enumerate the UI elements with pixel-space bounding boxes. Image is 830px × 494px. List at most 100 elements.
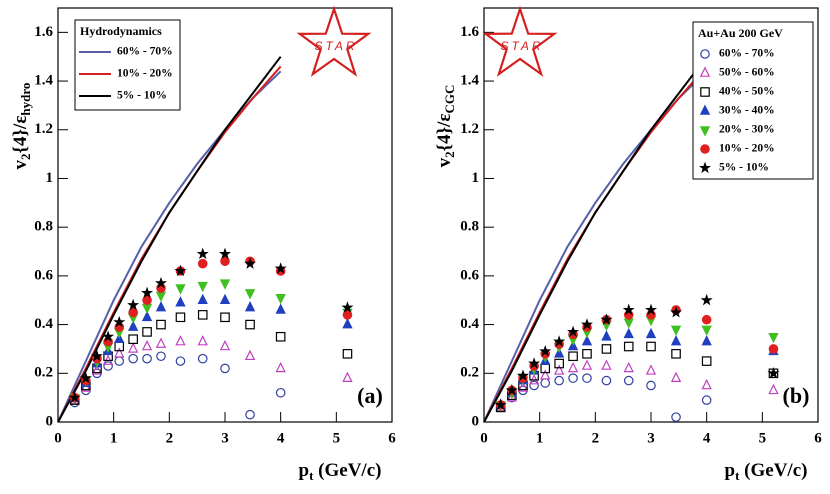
y-tick-label: 1.6	[34, 24, 53, 40]
marker	[218, 247, 232, 260]
legend-label: 20% - 30%	[719, 124, 775, 136]
marker	[701, 395, 712, 405]
y-tick-label: 0.8	[34, 219, 53, 235]
marker	[701, 378, 712, 390]
marker	[197, 281, 208, 293]
marker	[528, 357, 541, 369]
legend-swatch	[698, 161, 712, 174]
x-tick-label: 1	[110, 430, 118, 446]
marker	[79, 371, 92, 384]
marker	[554, 375, 564, 386]
legend-label: 40% - 50%	[719, 86, 775, 98]
marker	[127, 342, 139, 353]
marker	[342, 318, 353, 329]
marker	[155, 337, 167, 348]
marker	[622, 303, 635, 316]
marker	[506, 391, 518, 402]
panel-label: (a)	[357, 383, 383, 408]
model-curve	[483, 70, 708, 423]
marker	[91, 364, 103, 375]
marker	[342, 310, 353, 320]
model-curve	[483, 56, 708, 423]
y-axis-label-part: {4}/ε	[434, 114, 455, 152]
legend-title: Au+Au 200 GeV	[698, 26, 783, 40]
marker	[175, 312, 186, 323]
marker	[539, 345, 552, 357]
marker	[141, 303, 153, 315]
y-axis-label-part: hydro	[18, 83, 33, 116]
model-curve	[483, 65, 708, 423]
x-tick-label: 4	[703, 430, 711, 446]
y-axis-label-part: 2	[18, 153, 33, 160]
legend-swatch	[699, 104, 711, 115]
marker	[220, 363, 230, 374]
x-tick-label: 0	[54, 430, 62, 446]
marker	[244, 349, 256, 361]
x-axis-label-part: t	[735, 468, 740, 483]
y-tick-label: 0.2	[460, 365, 479, 381]
marker	[275, 331, 286, 342]
marker	[540, 369, 551, 380]
marker	[701, 314, 712, 325]
legend-swatch	[700, 144, 710, 154]
y-axis-label-part: v	[434, 157, 455, 167]
marker	[582, 349, 592, 359]
legend-swatch	[699, 126, 711, 137]
marker	[197, 258, 208, 269]
marker	[102, 330, 115, 342]
marker	[601, 375, 612, 386]
panel: 0 1 2 3 4 5 600.20.40.60.811.21.41.6v2{4}/εCGC…	[434, 5, 822, 483]
y-axis-label-part: 2	[442, 151, 457, 158]
legend-label: 5% - 10%	[719, 162, 769, 174]
marker	[103, 361, 113, 371]
marker	[274, 262, 287, 274]
marker	[113, 315, 126, 328]
x-tick-label: 1	[536, 430, 544, 446]
legend-label: 60% - 70%	[719, 48, 775, 60]
marker	[245, 319, 255, 330]
x-tick-label: 5	[333, 430, 341, 446]
x-axis-label-part: t	[309, 468, 314, 483]
marker	[568, 351, 578, 362]
legend-label: 60% - 70%	[117, 46, 173, 58]
x-tick-label: 4	[277, 430, 285, 446]
marker	[197, 310, 208, 320]
marker	[670, 306, 683, 318]
marker	[219, 279, 231, 290]
marker	[646, 380, 656, 391]
marker	[701, 356, 712, 366]
x-tick-label: 0	[480, 430, 488, 446]
marker	[645, 327, 657, 339]
marker	[342, 349, 353, 359]
marker	[567, 325, 580, 338]
y-axis-label-part: CGC	[442, 85, 457, 114]
marker	[155, 291, 167, 302]
marker	[128, 353, 138, 364]
x-axis-label-part: (GeV/c)	[739, 460, 807, 481]
marker	[623, 318, 634, 329]
x-tick-label: 5	[759, 430, 767, 446]
marker	[128, 334, 138, 344]
marker	[197, 353, 208, 364]
legend-swatch	[699, 66, 711, 77]
y-tick-label: 1.4	[460, 72, 479, 88]
marker	[341, 301, 354, 313]
marker	[553, 335, 566, 347]
marker	[155, 300, 167, 312]
marker	[197, 335, 208, 346]
y-tick-label: 0	[46, 413, 54, 429]
marker	[127, 320, 139, 331]
y-axis-label: v2{4}/εhydro	[10, 83, 33, 170]
legend-swatch	[700, 87, 710, 97]
legend-label: 10% - 20%	[117, 68, 173, 80]
x-axis-label-part: p	[725, 460, 736, 481]
marker	[154, 276, 168, 289]
y-tick-label: 1.2	[34, 121, 53, 137]
marker	[114, 347, 125, 358]
logo-star	[296, 5, 372, 77]
marker	[623, 327, 634, 339]
marker	[623, 375, 634, 386]
x-tick-label: 3	[647, 430, 655, 446]
marker	[567, 361, 579, 373]
